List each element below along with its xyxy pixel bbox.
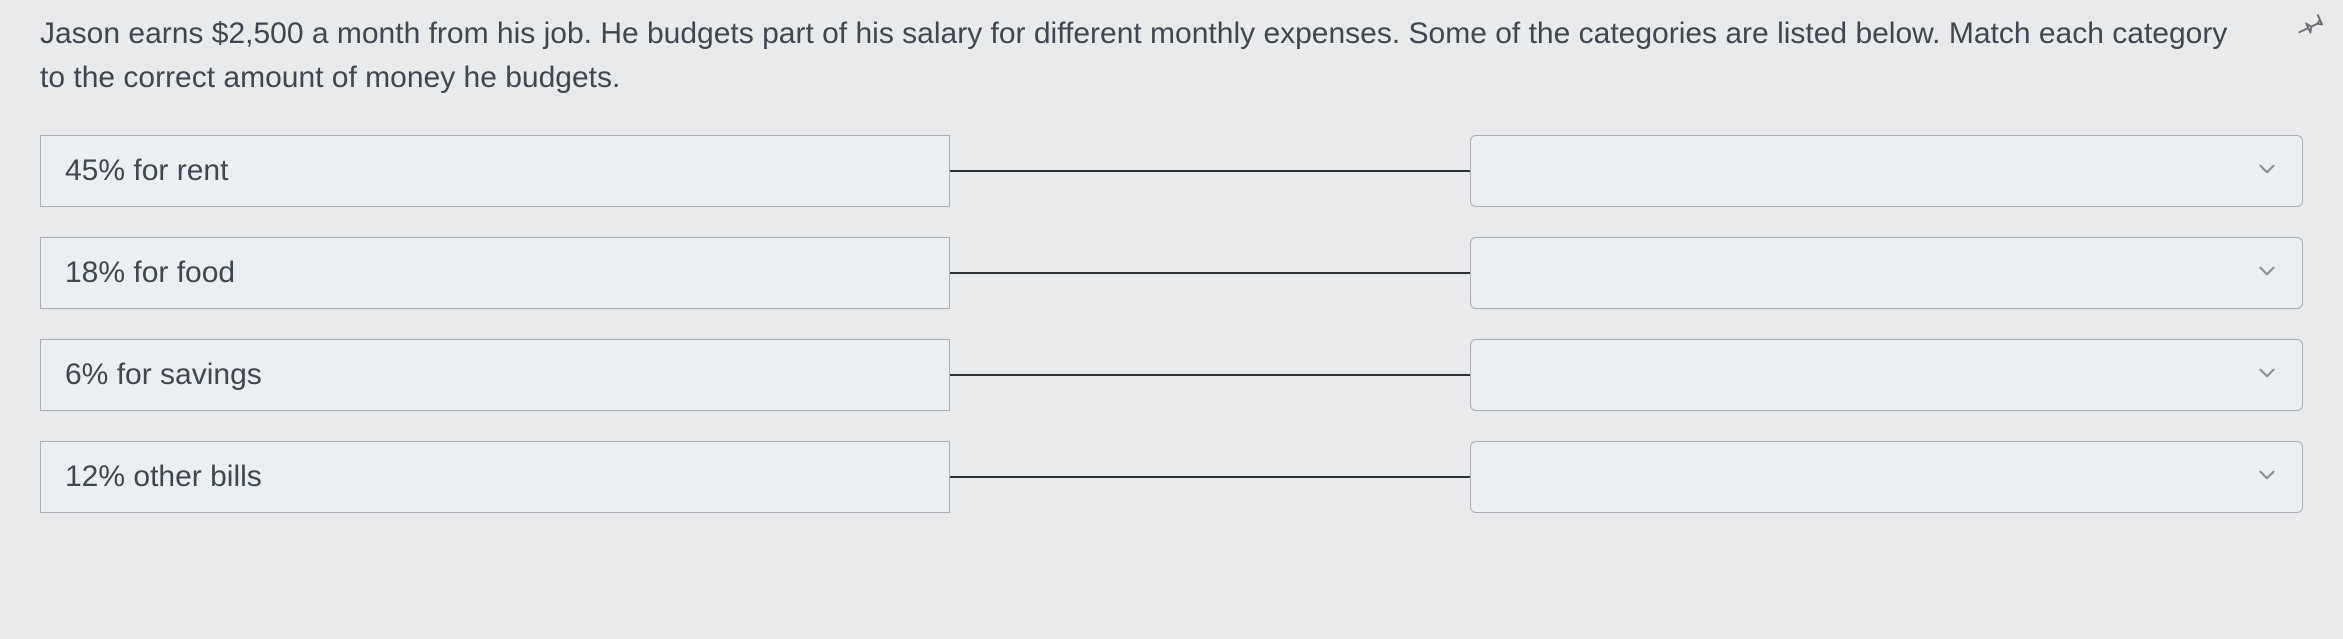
match-rows: 45% for rent 18% for food 6% for savings [40,135,2303,513]
category-label: 18% for food [65,256,235,290]
match-row: 12% other bills [40,441,2303,513]
category-box-food: 18% for food [40,237,950,309]
category-box-rent: 45% for rent [40,135,950,207]
question-text: Jason earns $2,500 a month from his job.… [40,12,2303,99]
chevron-down-icon [2254,462,2280,493]
chevron-down-icon [2254,156,2280,187]
answer-dropdown-bills[interactable] [1470,441,2303,513]
chevron-down-icon [2254,258,2280,289]
category-box-savings: 6% for savings [40,339,950,411]
match-row: 6% for savings [40,339,2303,411]
answer-dropdown-food[interactable] [1470,237,2303,309]
match-row: 18% for food [40,237,2303,309]
category-label: 12% other bills [65,460,262,494]
connector-line [950,272,1470,274]
match-row: 45% for rent [40,135,2303,207]
category-label: 6% for savings [65,358,262,392]
chevron-down-icon [2254,360,2280,391]
connector-line [950,374,1470,376]
category-label: 45% for rent [65,154,228,188]
category-box-bills: 12% other bills [40,441,950,513]
connector-line [950,476,1470,478]
answer-dropdown-savings[interactable] [1470,339,2303,411]
connector-line [950,170,1470,172]
pin-icon[interactable] [2297,10,2325,43]
answer-dropdown-rent[interactable] [1470,135,2303,207]
